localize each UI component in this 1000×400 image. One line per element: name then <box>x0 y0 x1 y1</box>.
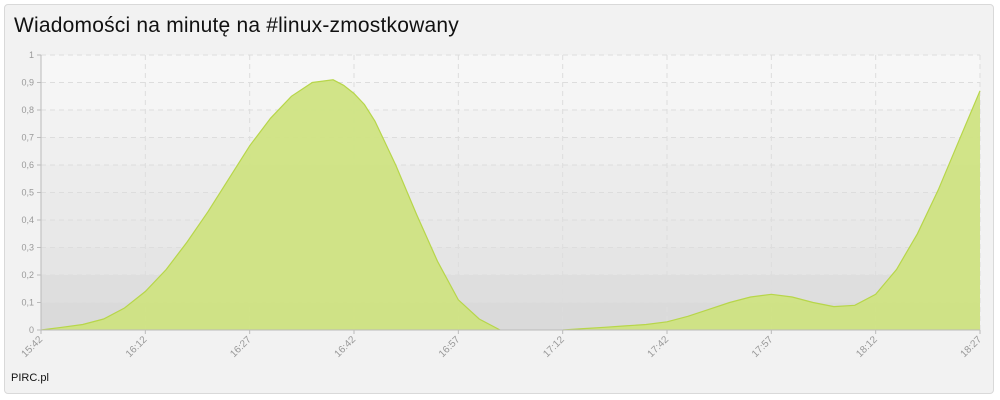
y-tick-label: 0,5 <box>21 188 34 198</box>
x-tick-label: 17:57 <box>750 334 776 360</box>
band-6 <box>41 137 980 165</box>
y-tick-label: 0,2 <box>21 270 34 280</box>
y-tick-label: 0,3 <box>21 243 34 253</box>
area-segment-1 <box>562 90 980 330</box>
area-line-0 <box>40 79 501 331</box>
y-axis-labels: 0 0,1 0,2 0,3 0,4 0,5 0,6 0,7 0,8 0,9 1 <box>21 50 34 335</box>
area-segment-0 <box>41 79 501 330</box>
y-tick-label: 0,4 <box>21 215 34 225</box>
x-tick-label: 17:42 <box>646 334 672 360</box>
band-5 <box>41 165 980 193</box>
y-tick-label: 0,7 <box>21 133 34 143</box>
x-tick-label: 16:42 <box>333 334 359 360</box>
x-tick-label: 16:27 <box>228 334 254 360</box>
x-axis-labels: 15:42 16:12 16:27 16:42 16:57 17:12 17:42 17:57… <box>20 334 985 360</box>
x-tick-label: 16:12 <box>124 334 150 360</box>
band-4 <box>41 192 980 220</box>
y-tick-label: 1 <box>29 50 34 60</box>
x-tick-label: 18:27 <box>959 334 985 360</box>
band-9 <box>41 55 980 83</box>
y-tick-label: 0,6 <box>21 160 34 170</box>
y-tick-label: 0,8 <box>21 105 34 115</box>
area-line-1 <box>562 90 981 331</box>
x-tick-label: 17:12 <box>541 334 567 360</box>
x-tick-label: 18:12 <box>854 334 880 360</box>
y-tick-label: 0,1 <box>21 298 34 308</box>
x-tick-label: 15:42 <box>20 334 46 360</box>
x-tick-label: 16:57 <box>437 334 463 360</box>
band-7 <box>41 110 980 138</box>
area-series <box>40 79 981 331</box>
chart-title: Wiadomości na minutę na #linux-zmostkowa… <box>14 14 459 37</box>
y-tick-label: 0,9 <box>21 78 34 88</box>
axes <box>37 54 981 334</box>
band-8 <box>41 82 980 110</box>
band-3 <box>41 220 980 248</box>
y-tick-label: 0 <box>29 325 34 335</box>
site-credit: PIRC.pl <box>11 372 49 384</box>
